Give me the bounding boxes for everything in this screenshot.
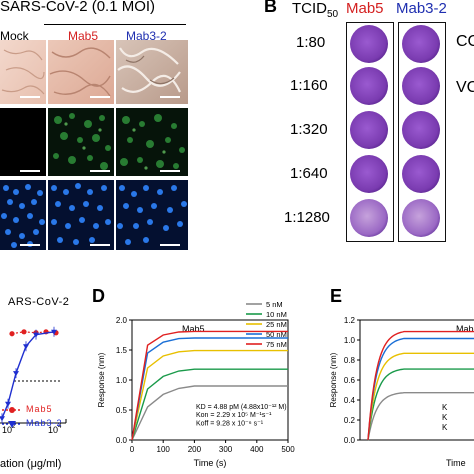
panel-d-xtick-label: 300	[219, 445, 233, 454]
panel-d-xtick-label: 200	[188, 445, 202, 454]
panel-d-series-1	[131, 385, 288, 441]
panel-d-xtick-label: 500	[281, 445, 295, 454]
panel-e-xlabel: Time	[446, 458, 466, 468]
panel-e-series-2	[367, 368, 474, 441]
well-mab5-1	[350, 25, 388, 63]
panel-d-chart: Mab5 0 100 200 300 400 500 0.0 0.5 1.0 1.5 2.0 Time …	[97, 300, 295, 468]
panel-d-series-3	[131, 349, 288, 441]
panel-e-ytick-label: 1.0	[344, 336, 356, 345]
plate-wells	[350, 25, 440, 237]
panel-a-micrographs	[0, 40, 188, 250]
panel-c-mab3-2-line	[1, 331, 55, 419]
fluor-green-mock	[0, 108, 46, 176]
legend-mab5: Mab5	[26, 404, 53, 414]
panel-d-title: Mab5	[182, 324, 205, 334]
panel-c-mab5-point	[21, 329, 27, 335]
legend-mab5-marker	[9, 407, 15, 413]
panel-a-col-mab3-2: Mab3-2	[126, 29, 167, 43]
panel-e-ytick-label: 0.6	[344, 376, 356, 385]
dilution-label-5: 1:1280	[284, 209, 330, 226]
well-mab5-4	[350, 155, 388, 193]
side-label-cc: CC	[456, 33, 474, 50]
panel-e-ytick-label: 0.4	[344, 396, 356, 405]
panel-e-k-label: K	[442, 413, 448, 422]
well-mab3-2-1	[402, 25, 440, 63]
panel-e-ytick-label: 0.2	[344, 416, 356, 425]
panel-c-mab5-point	[9, 331, 15, 337]
well-mab3-2-5	[402, 199, 440, 237]
tcid-main: TCID	[292, 0, 327, 17]
panel-d-xtick-label: 100	[157, 445, 171, 454]
panel-d-legend-label: 5 nM	[266, 300, 283, 309]
panel-c-xlabel: ation (μg/ml)	[0, 458, 62, 470]
panel-d-ylabel: Response (nm)	[97, 352, 106, 407]
well-mab5-3	[350, 111, 388, 149]
panel-b-letter: B	[264, 0, 277, 16]
side-label-vc: VC	[456, 79, 474, 96]
dilution-label-2: 1:160	[290, 77, 328, 94]
brightfield-mab3-2	[116, 40, 188, 104]
panel-d-ytick-label: 2.0	[116, 316, 128, 325]
panel-a-header-rule	[44, 24, 186, 25]
panel-d-ytick-label: 1.0	[116, 376, 128, 385]
nuclei-mab3-2	[116, 180, 188, 250]
panel-e-letter: E	[330, 286, 343, 306]
panel-d-ytick-label: 0.5	[116, 406, 128, 415]
panel-d-koff: Koff = 9.28 x 10⁻⁶ s⁻¹	[196, 421, 264, 428]
dilution-label-4: 1:640	[290, 165, 328, 182]
legend-mab3-2: Mab3-2	[26, 418, 63, 428]
panel-c-legend: Mab5 Mab3-2	[0, 402, 70, 432]
panel-d-kd: KD = 4.88 pM (4.88x10⁻¹² M)	[196, 404, 287, 411]
panel-d-series-5	[131, 330, 288, 441]
panel-e-k-label: K	[442, 423, 448, 432]
panel-d-xlabel: Time (s)	[194, 458, 227, 468]
panel-c-xtick-2: 10	[48, 425, 58, 435]
dilution-label-3: 1:320	[290, 121, 328, 138]
dilution-label-1: 1:80	[296, 34, 326, 51]
panel-d-legend-label: 75 nM	[266, 340, 287, 349]
well-mab5-5	[350, 199, 388, 237]
panel-d-letter: D	[92, 286, 105, 306]
panel-d-ytick-label: 0.0	[116, 436, 128, 445]
panel-c-title: ARS-CoV-2	[8, 296, 70, 308]
tcid-sub: 50	[327, 9, 339, 20]
panel-d-xtick-label: 0	[130, 445, 135, 454]
brightfield-mock	[0, 40, 46, 104]
panel-e-ytick-label: 0.0	[344, 436, 356, 445]
panel-d-series-4	[131, 337, 288, 441]
panel-e-chart: Mab 0.0 0.2 0.4 0.6 0.8 1.0 1.2 Response (nm) Tim…	[329, 316, 474, 468]
panel-a-col-mock: Mock	[0, 29, 29, 43]
panel-c-xtick-1-exp: 2	[12, 424, 16, 430]
panel-b-col-mab5: Mab5	[346, 0, 384, 17]
well-mab3-2-3	[402, 111, 440, 149]
panel-d-series-2	[131, 368, 288, 441]
panel-d-ytick-label: 1.5	[116, 346, 128, 355]
panel-e-ytick-label: 0.8	[344, 356, 356, 365]
panel-e-series-3	[367, 352, 474, 441]
panel-d-legend-label: 25 nM	[266, 320, 287, 329]
panel-a-col-mab5: Mab5	[68, 29, 99, 43]
panel-c-xtick-2-exp: 4	[58, 424, 62, 430]
panel-d-legend-label: 50 nM	[266, 330, 287, 339]
well-mab3-2-2	[402, 67, 440, 105]
panel-d-legend-label: 10 nM	[266, 310, 287, 319]
panel-b-tcid50: TCID50	[292, 0, 338, 20]
well-mab3-2-4	[402, 155, 440, 193]
panel-e-k-label: K	[442, 403, 448, 412]
panel-b-col-mab3-2: Mab3-2	[396, 0, 447, 17]
panel-d-kon: Kon = 2.29 x 10⁵ M⁻¹s⁻¹	[196, 412, 272, 419]
panel-e-ylabel: Response (nm)	[329, 352, 338, 407]
panel-e-series-1	[367, 392, 474, 441]
panel-e-ytick-label: 1.2	[344, 316, 356, 325]
panel-d-xtick-label: 400	[250, 445, 264, 454]
panel-c-xtick-1: 10	[2, 425, 12, 435]
well-mab5-2	[350, 67, 388, 105]
panel-e-title: Mab	[456, 324, 474, 334]
legend-mab3-2-marker	[8, 421, 16, 428]
panel-c-chart: 10 2 10 4	[0, 326, 67, 435]
panel-e-series-5	[367, 330, 474, 441]
panel-a-header: SARS-CoV-2 (0.1 MOI)	[0, 0, 156, 15]
